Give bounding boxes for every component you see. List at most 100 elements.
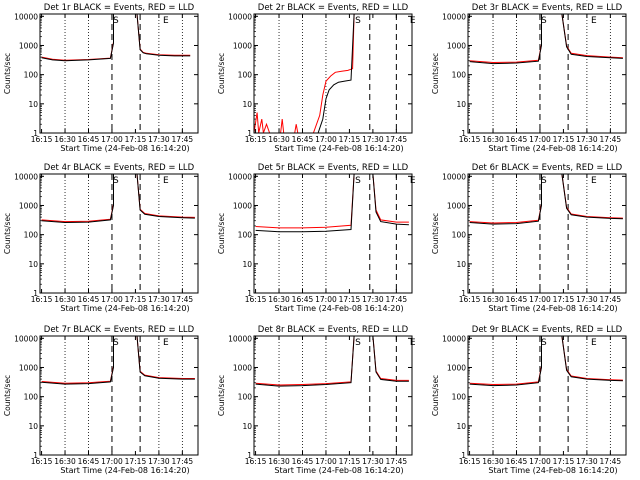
y-axis-label: Counts/sec <box>217 53 226 94</box>
x-tick-label: 16:15 <box>245 295 267 304</box>
y-tick-label: 10 <box>28 260 38 269</box>
plot-frame <box>39 335 199 456</box>
x-tick-label: 16:45 <box>506 295 528 304</box>
x-tick-label: 17:45 <box>600 295 622 304</box>
plot-frame <box>253 335 413 456</box>
y-tick-label: 1 <box>33 451 38 460</box>
x-tick-label: 17:00 <box>315 135 337 144</box>
x-axis-label: Start Time (24-Feb-08 16:14:20) <box>274 466 403 475</box>
y-tick-label: 100 <box>238 71 253 80</box>
y-tick-label: 1000 <box>233 41 252 50</box>
y-tick-label: 1000 <box>447 363 466 372</box>
x-tick-label: 17:30 <box>576 457 598 466</box>
detector-panel-7r: Det 7r BLACK = Events, RED = LLD S E 1 10 100… <box>3 325 199 475</box>
y-tick-label: 10000 <box>14 12 38 21</box>
x-tick-label: 16:30 <box>54 135 76 144</box>
panel-title: Det 8r BLACK = Events, RED = LLD <box>258 325 409 335</box>
panel-title: Det 7r BLACK = Events, RED = LLD <box>44 325 195 335</box>
end-marker-label: E <box>163 16 169 26</box>
end-marker-label: E <box>410 338 416 348</box>
x-axis-label: Start Time (24-Feb-08 16:14:20) <box>274 144 403 153</box>
panel-title: Det 4r BLACK = Events, RED = LLD <box>44 163 195 173</box>
y-tick-label: 1 <box>461 129 466 138</box>
y-tick-label: 1000 <box>447 201 466 210</box>
y-tick-label: 10000 <box>228 172 252 181</box>
x-axis-label: Start Time (24-Feb-08 16:14:20) <box>488 466 617 475</box>
end-marker-label: E <box>410 16 416 26</box>
start-marker-label: S <box>355 176 361 186</box>
x-axis-label: Start Time (24-Feb-08 16:14:20) <box>60 304 189 313</box>
x-tick-label: 17:00 <box>101 295 123 304</box>
series-line-lld <box>253 13 355 134</box>
y-tick-label: 1 <box>247 451 252 460</box>
x-tick-label: 17:15 <box>339 457 361 466</box>
x-axis-label: Start Time (24-Feb-08 16:14:20) <box>274 304 403 313</box>
x-tick-label: 16:15 <box>459 295 481 304</box>
detector-panel-3r: Det 3r BLACK = Events, RED = LLD S E 1 10 100… <box>431 3 627 153</box>
x-tick-label: 16:30 <box>268 295 290 304</box>
x-tick-label: 17:15 <box>553 457 575 466</box>
y-tick-label: 1000 <box>233 201 252 210</box>
x-tick-label: 17:00 <box>529 295 551 304</box>
detector-panel-2r: Det 2r BLACK = Events, RED = LLD S E 1 10 100… <box>217 3 416 153</box>
x-tick-label: 17:00 <box>529 457 551 466</box>
plot-frame <box>467 13 627 134</box>
x-tick-label: 16:30 <box>482 457 504 466</box>
x-tick-label: 16:15 <box>31 457 53 466</box>
x-tick-label: 17:15 <box>553 295 575 304</box>
detector-panel-6r: Det 6r BLACK = Events, RED = LLD S E 1 10 100… <box>431 163 627 313</box>
x-tick-label: 17:15 <box>125 457 147 466</box>
x-tick-label: 16:30 <box>54 457 76 466</box>
x-tick-label: 16:45 <box>292 295 314 304</box>
y-axis-label: Counts/sec <box>217 213 226 254</box>
y-tick-label: 100 <box>452 71 467 80</box>
y-tick-label: 10 <box>456 260 466 269</box>
y-tick-label: 1000 <box>19 201 38 210</box>
panel-title: Det 3r BLACK = Events, RED = LLD <box>472 3 623 13</box>
y-tick-label: 10000 <box>14 334 38 343</box>
panel-title: Det 2r BLACK = Events, RED = LLD <box>258 3 409 13</box>
y-tick-label: 100 <box>238 393 253 402</box>
y-tick-label: 1 <box>33 289 38 298</box>
y-tick-label: 100 <box>238 231 253 240</box>
series-line-lld <box>255 335 409 386</box>
x-tick-label: 16:30 <box>268 457 290 466</box>
x-tick-label: 16:15 <box>245 457 267 466</box>
y-axis-label: Counts/sec <box>431 375 440 416</box>
series-line-events <box>255 335 409 387</box>
x-tick-label: 17:30 <box>362 135 384 144</box>
plot-frame <box>253 173 413 294</box>
plot-frame <box>39 173 199 294</box>
x-tick-label: 16:45 <box>506 457 528 466</box>
x-tick-label: 17:30 <box>148 135 170 144</box>
y-tick-label: 10000 <box>442 334 466 343</box>
y-tick-label: 10 <box>242 100 252 109</box>
y-tick-label: 10000 <box>442 172 466 181</box>
panel-title: Det 1r BLACK = Events, RED = LLD <box>44 3 195 13</box>
y-tick-label: 10 <box>456 422 466 431</box>
x-tick-label: 16:15 <box>459 457 481 466</box>
y-tick-label: 100 <box>24 393 39 402</box>
x-tick-label: 17:30 <box>576 295 598 304</box>
x-axis-label: Start Time (24-Feb-08 16:14:20) <box>488 304 617 313</box>
y-tick-label: 10 <box>242 260 252 269</box>
x-tick-label: 17:15 <box>339 135 361 144</box>
x-tick-label: 17:45 <box>172 295 194 304</box>
y-tick-label: 10 <box>28 422 38 431</box>
y-tick-label: 10000 <box>228 12 252 21</box>
start-marker-label: S <box>541 338 547 348</box>
series-line-events <box>317 13 355 134</box>
y-tick-label: 100 <box>452 393 467 402</box>
y-tick-label: 1000 <box>233 363 252 372</box>
y-tick-label: 1 <box>247 129 252 138</box>
y-tick-label: 10 <box>242 422 252 431</box>
y-tick-label: 1 <box>33 129 38 138</box>
x-tick-label: 16:15 <box>245 135 267 144</box>
start-marker-label: S <box>113 176 119 186</box>
detector-panel-8r: Det 8r BLACK = Events, RED = LLD S E 1 10 100… <box>217 325 416 475</box>
plot-frame <box>467 335 627 456</box>
y-tick-label: 1 <box>247 289 252 298</box>
x-tick-label: 16:30 <box>482 295 504 304</box>
y-tick-label: 100 <box>24 231 39 240</box>
